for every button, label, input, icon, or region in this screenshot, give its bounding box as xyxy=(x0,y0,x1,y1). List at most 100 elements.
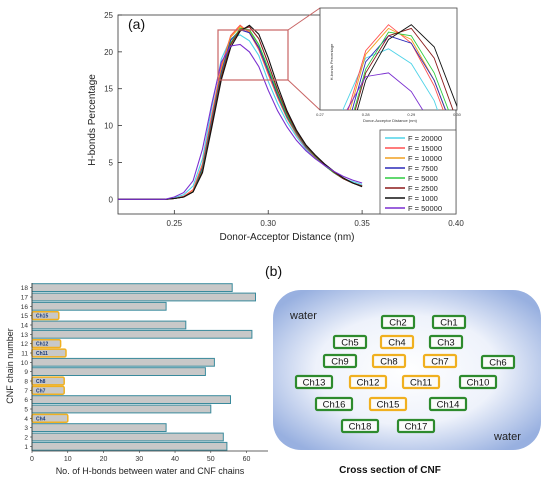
y-tick-label: 15 xyxy=(104,85,113,94)
y-tick-label: 25 xyxy=(104,11,113,20)
chain-label: Ch6 xyxy=(489,358,506,369)
zoom-connector-bottom xyxy=(287,79,321,111)
chain-box xyxy=(314,396,354,412)
chain-box xyxy=(332,334,368,350)
x-tick-label: 50 xyxy=(207,456,215,463)
chain-ch9: Ch9 xyxy=(322,353,358,369)
y-axis-label: H-bonds Percentage xyxy=(87,74,98,166)
chain-ch11: Ch11 xyxy=(401,374,441,390)
cross-section-title: Cross section of CNF xyxy=(339,465,441,476)
chain-box xyxy=(340,418,380,434)
bar xyxy=(31,367,206,377)
x-tick-label: 0.40 xyxy=(448,219,464,228)
chain-ch16: Ch16 xyxy=(314,396,354,412)
x-axis-label: No. of H-bonds between water and CNF cha… xyxy=(56,466,245,476)
cnf-cross-section: water water Ch2 Ch1 Ch5 Ch4 Ch3 Ch9 Ch8 Ch7 Ch6 C… xyxy=(273,290,541,476)
x-axis-ticks: 0.25 0.30 0.35 0.40 xyxy=(167,210,464,228)
inset-chart: 0.27 0.28 0.29 0.30 Donor-Acceptor Distance… xyxy=(316,7,462,123)
y-tick-label: 11 xyxy=(21,351,28,358)
inset-x-ticks: 0.27 0.28 0.29 0.30 xyxy=(316,112,462,117)
x-tick-label: 60 xyxy=(243,456,251,463)
bar xyxy=(31,395,231,405)
panel-a-line-chart: (a) 0 5 10 15 20 25 0.25 0.30 0.35 0.40 Donor-Ac… xyxy=(87,7,464,243)
y-tick-label: 4 xyxy=(24,416,28,423)
y-tick-label: 5 xyxy=(24,407,28,414)
chain-box xyxy=(458,374,498,390)
chain-box xyxy=(422,353,458,369)
highlight-text: Ch7 xyxy=(36,388,46,394)
inset-x-tick-label: 0.28 xyxy=(362,112,371,117)
chain-ch6: Ch6 xyxy=(480,354,516,370)
highlight-chain-label: Ch12 xyxy=(31,338,62,349)
legend-box xyxy=(379,129,457,215)
y-tick-label: 8 xyxy=(24,379,28,386)
chain-ch7: Ch7 xyxy=(422,353,458,369)
x-axis-label: Donor-Acceptor Distance (nm) xyxy=(219,232,354,243)
inset-x-tick-label: 0.30 xyxy=(453,112,462,117)
panel-b-label: (b) xyxy=(265,263,282,279)
chain-ch15: Ch15 xyxy=(368,396,408,412)
y-tick-label: 13 xyxy=(21,332,29,339)
chain-ch17: Ch17 xyxy=(396,418,436,434)
chain-box xyxy=(294,374,334,390)
inset-frame xyxy=(319,7,458,111)
bar xyxy=(31,292,256,302)
y-tick-label: 3 xyxy=(24,425,28,432)
chain-ch5: Ch5 xyxy=(332,334,368,350)
chain-box xyxy=(428,334,464,350)
chain-ch3: Ch3 xyxy=(428,334,464,350)
chain-label: Ch16 xyxy=(323,400,346,411)
legend-label: F = 50000 xyxy=(408,204,442,213)
x-tick-label: 10 xyxy=(64,456,72,463)
bar xyxy=(31,423,167,433)
legend-label: F = 20000 xyxy=(408,134,442,143)
water-label-bottom: water xyxy=(493,431,521,443)
x-tick-label: 0.25 xyxy=(167,219,183,228)
y-tick-label: 14 xyxy=(21,323,29,330)
y-tick-label: 10 xyxy=(21,360,29,367)
chain-label: Ch2 xyxy=(389,318,406,329)
chain-label: Ch12 xyxy=(357,378,380,389)
chain-ch1: Ch1 xyxy=(431,314,467,330)
y-tick-label: 5 xyxy=(109,158,114,167)
chain-label: Ch9 xyxy=(331,357,348,368)
chain-box xyxy=(480,354,516,370)
chain-box xyxy=(396,418,436,434)
y-tick-label: 2 xyxy=(24,435,28,442)
highlight-text: Ch8 xyxy=(36,379,46,385)
y-tick-label: 9 xyxy=(24,369,28,376)
chain-ch18: Ch18 xyxy=(340,418,380,434)
plot-frame xyxy=(117,14,457,215)
bar xyxy=(31,404,212,414)
x-tick-label: 20 xyxy=(100,456,108,463)
inset-y-axis-label: H-bonds Percentage xyxy=(329,43,334,80)
legend-label: F = 1000 xyxy=(408,194,438,203)
inset-x-tick-label: 0.29 xyxy=(407,112,416,117)
y-tick-label: 10 xyxy=(104,122,113,131)
chain-box xyxy=(379,334,415,350)
chain-label: Ch13 xyxy=(303,378,326,389)
y-tick-label: 0 xyxy=(109,195,114,204)
x-tick-label: 0.30 xyxy=(260,219,276,228)
bar xyxy=(31,432,224,442)
chain-label: Ch5 xyxy=(341,338,358,349)
legend-label: F = 7500 xyxy=(408,164,438,173)
bar xyxy=(31,283,233,293)
highlight-chain-label: Ch4 xyxy=(31,413,69,423)
chain-ch4: Ch4 xyxy=(379,334,415,350)
highlight-chain-label: Ch15 xyxy=(31,310,60,321)
x-axis-ticks: 0 10 20 30 40 50 60 xyxy=(30,451,251,463)
chain-ch14: Ch14 xyxy=(428,396,468,412)
chain-box xyxy=(431,314,467,330)
series-lines xyxy=(118,24,363,200)
y-tick-label: 15 xyxy=(21,313,29,320)
zoom-box xyxy=(217,29,289,81)
chain-box xyxy=(348,374,388,390)
y-tick-label: 1 xyxy=(24,444,28,451)
water-label-top: water xyxy=(289,310,317,322)
chain-label: Ch8 xyxy=(380,357,397,368)
chain-box xyxy=(371,353,407,369)
